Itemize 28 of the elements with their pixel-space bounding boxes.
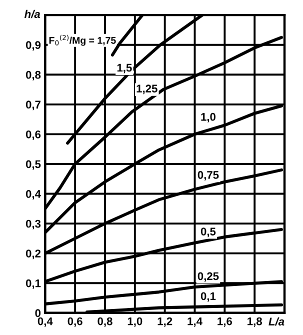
- annotation: 0,75: [198, 171, 219, 180]
- y-tick-label: 0,7: [26, 100, 40, 110]
- x-tick-label: 1,2: [158, 317, 172, 327]
- y-tick-label: 0,2: [26, 250, 41, 260]
- x-axis-title: L/a: [268, 317, 284, 326]
- annotation: 0,5: [200, 228, 216, 238]
- y-tick-label: 0,6: [26, 130, 41, 140]
- y-tick-label: 0,1: [26, 279, 41, 289]
- y-tick-label: 0,5: [26, 160, 41, 170]
- x-tick-label: 1,0: [128, 317, 142, 327]
- x-tick-label: 0,8: [98, 317, 112, 327]
- annotation: 1,0: [201, 112, 216, 122]
- x-tick-label: 1,4: [188, 317, 202, 327]
- annotation: 1,5: [117, 64, 132, 74]
- annotation: F$_{0}$$^{(2)}$/Mg = 1,75: [49, 34, 116, 46]
- annotation: 0,1: [200, 292, 216, 302]
- x-tick-label: 1,8: [248, 317, 262, 327]
- y-tick-label: 0,4: [26, 190, 41, 200]
- annotation: 0,25: [198, 272, 219, 282]
- y-axis-title: h/a: [24, 10, 40, 18]
- annotation: 1,25: [136, 84, 158, 94]
- y-tick-label: 0: [35, 309, 41, 318]
- x-tick-label: 0,6: [68, 317, 82, 327]
- y-tick-label: 0,3: [26, 220, 41, 230]
- y-tick-label: 0,8: [26, 70, 41, 80]
- x-tick-label: 1,6: [218, 317, 232, 327]
- x-tick-label: 0,4: [38, 317, 53, 327]
- y-tick-label: 0,9: [26, 41, 41, 51]
